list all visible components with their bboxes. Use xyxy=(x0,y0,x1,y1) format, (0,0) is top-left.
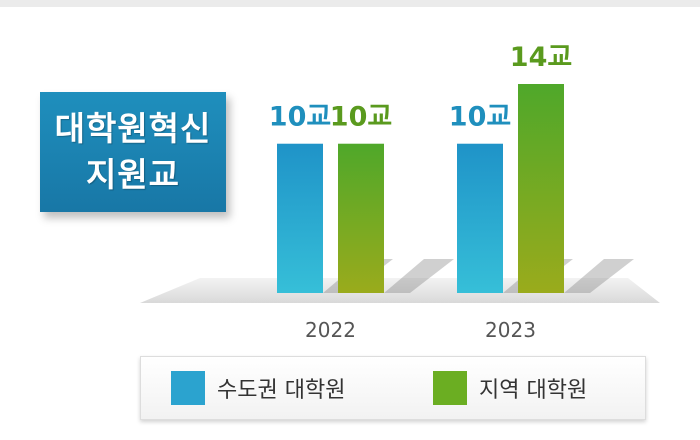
legend: 수도권 대학원 지역 대학원 xyxy=(140,356,646,420)
bar-value-label: 10교 xyxy=(449,102,511,133)
legend-item-regional: 지역 대학원 xyxy=(433,371,587,405)
chart-title-box: 대학원혁신 지원교 xyxy=(40,92,226,212)
bar-shadow xyxy=(564,259,634,293)
bar-2022-regional xyxy=(338,143,384,293)
title-line-2: 지원교 xyxy=(85,155,181,194)
legend-item-capital: 수도권 대학원 xyxy=(171,371,345,405)
legend-swatch-blue xyxy=(171,371,205,405)
bar-2023-capital xyxy=(457,143,503,293)
x-tick-label: 2022 xyxy=(305,318,356,342)
bar-value-label: 14교 xyxy=(510,42,572,73)
top-strip xyxy=(0,0,700,7)
x-tick-label: 2023 xyxy=(485,318,536,342)
legend-swatch-green xyxy=(433,371,467,405)
title-line-1: 대학원혁신 xyxy=(54,109,212,148)
bar-value-label: 10교 xyxy=(269,102,331,133)
bar-2022-capital xyxy=(277,143,323,293)
bar-shadow xyxy=(384,259,454,293)
bar-value-label: 10교 xyxy=(330,102,392,133)
legend-label: 지역 대학원 xyxy=(479,378,588,403)
bar-2023-regional xyxy=(518,84,564,293)
legend-label: 수도권 대학원 xyxy=(217,378,346,403)
